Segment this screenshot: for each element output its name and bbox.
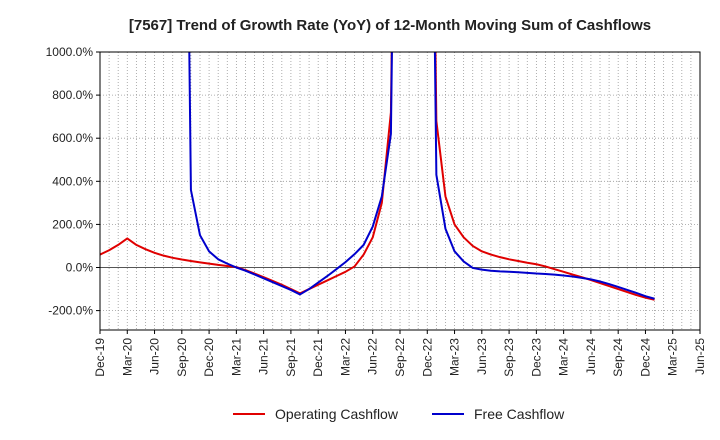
y-tick-label: 800.0% bbox=[52, 88, 93, 102]
x-tick-label: Mar-24 bbox=[557, 338, 571, 376]
x-tick-label: Mar-21 bbox=[229, 338, 243, 376]
x-tick-label: Mar-22 bbox=[338, 338, 352, 376]
x-axis: Dec-19 Mar-20 Jun-20 Sep-20 Dec-20 Mar-21 Jun-… bbox=[93, 330, 707, 377]
y-tick-label: 200.0% bbox=[52, 217, 93, 231]
y-axis: 1000.0% 800.0% 600.0% 400.0% 200.0% 0.0% -200.… bbox=[46, 45, 100, 318]
x-tick-label: Jun-23 bbox=[475, 338, 489, 375]
x-tick-label: Jun-24 bbox=[584, 338, 598, 375]
x-tick-label: Dec-24 bbox=[638, 338, 652, 377]
y-tick-label: 400.0% bbox=[52, 174, 93, 188]
x-tick-label: Dec-20 bbox=[202, 338, 216, 377]
y-tick-label: 1000.0% bbox=[46, 45, 94, 59]
y-tick-label: -200.0% bbox=[48, 304, 93, 318]
x-tick-label: Jun-22 bbox=[366, 338, 380, 375]
x-tick-label: Sep-22 bbox=[393, 338, 407, 377]
x-tick-label: Sep-23 bbox=[502, 338, 516, 377]
legend-label: Operating Cashflow bbox=[275, 406, 399, 422]
x-tick-label: Jun-20 bbox=[148, 338, 162, 375]
x-tick-label: Mar-23 bbox=[448, 338, 462, 376]
chart-title: [7567] Trend of Growth Rate (YoY) of 12-… bbox=[129, 17, 651, 34]
legend: Operating Cashflow Free Cashflow bbox=[233, 406, 565, 422]
x-tick-label: Jun-21 bbox=[257, 338, 271, 375]
x-tick-label: Sep-21 bbox=[284, 338, 298, 377]
legend-label: Free Cashflow bbox=[474, 406, 565, 422]
series-lines bbox=[100, 52, 655, 301]
x-tick-label: Mar-20 bbox=[120, 338, 134, 376]
series-line-operating-cashflow bbox=[100, 52, 655, 301]
x-tick-label: Dec-22 bbox=[420, 338, 434, 377]
x-tick-label: Dec-23 bbox=[529, 338, 543, 377]
plot-frame bbox=[99, 51, 701, 331]
y-tick-label: 0.0% bbox=[66, 261, 94, 275]
x-tick-label: Mar-25 bbox=[666, 338, 680, 376]
x-tick-label: Dec-21 bbox=[311, 338, 325, 377]
x-tick-label: Sep-24 bbox=[611, 338, 625, 377]
x-tick-label: Jun-25 bbox=[693, 338, 707, 375]
y-tick-label: 600.0% bbox=[52, 131, 93, 145]
x-tick-label: Sep-20 bbox=[175, 338, 189, 377]
series-line-free-cashflow bbox=[188, 52, 655, 300]
x-tick-label: Dec-19 bbox=[93, 338, 107, 377]
grid bbox=[100, 51, 700, 330]
